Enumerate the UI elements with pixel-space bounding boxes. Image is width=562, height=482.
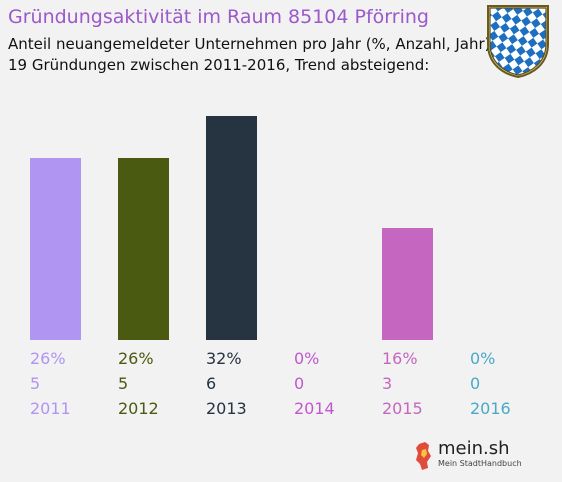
bavarian-lozenge-crest-icon bbox=[487, 5, 549, 78]
year-label-2014: 2014 bbox=[294, 399, 335, 418]
chart-subtitle-line1: Anteil neuangemeldeter Unternehmen pro J… bbox=[8, 35, 491, 53]
count-label-2012: 5 bbox=[118, 374, 128, 393]
year-label-2011: 2011 bbox=[30, 399, 71, 418]
count-label-2011: 5 bbox=[30, 374, 40, 393]
bar-2011 bbox=[30, 158, 81, 340]
count-label-2014: 0 bbox=[294, 374, 304, 393]
percent-label-2015: 16% bbox=[382, 349, 418, 368]
year-label-2016: 2016 bbox=[470, 399, 511, 418]
count-label-2013: 6 bbox=[206, 374, 216, 393]
percent-label-2012: 26% bbox=[118, 349, 154, 368]
logo-text: mein.sh bbox=[438, 438, 510, 459]
bar-2015 bbox=[382, 228, 433, 340]
logo-tagline: Mein StadtHandbuch bbox=[438, 459, 522, 468]
count-label-2015: 3 bbox=[382, 374, 392, 393]
percent-label-2016: 0% bbox=[470, 349, 495, 368]
page-title: Gründungsaktivität im Raum 85104 Pförrin… bbox=[8, 6, 429, 28]
percent-label-2014: 0% bbox=[294, 349, 319, 368]
percent-label-2011: 26% bbox=[30, 349, 66, 368]
year-label-2015: 2015 bbox=[382, 399, 423, 418]
bar-2013 bbox=[206, 116, 257, 340]
chart-subtitle-line2: 19 Gründungen zwischen 2011-2016, Trend … bbox=[8, 56, 430, 74]
year-label-2013: 2013 bbox=[206, 399, 247, 418]
bar-2012 bbox=[118, 158, 169, 340]
mein-sh-logo-icon bbox=[416, 442, 431, 470]
year-label-2012: 2012 bbox=[118, 399, 159, 418]
count-label-2016: 0 bbox=[470, 374, 480, 393]
percent-label-2013: 32% bbox=[206, 349, 242, 368]
